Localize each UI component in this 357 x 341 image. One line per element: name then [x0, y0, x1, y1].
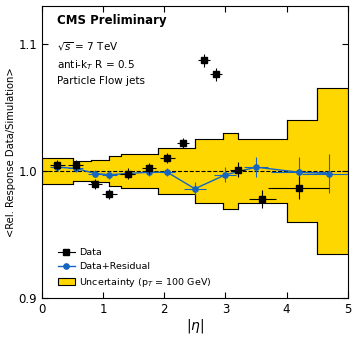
Legend: Data, Data+Residual, Uncertainty (p$_T$ = 100 GeV): Data, Data+Residual, Uncertainty (p$_T$ … [56, 246, 214, 291]
X-axis label: $|\eta|$: $|\eta|$ [186, 317, 204, 336]
Text: CMS Preliminary: CMS Preliminary [57, 14, 167, 27]
Text: $\sqrt{s}$ = 7 TeV
anti-k$_T$ R = 0.5
Particle Flow jets: $\sqrt{s}$ = 7 TeV anti-k$_T$ R = 0.5 Pa… [57, 41, 145, 86]
Y-axis label: <Rel. Response Data/Simulation>: <Rel. Response Data/Simulation> [6, 67, 16, 237]
